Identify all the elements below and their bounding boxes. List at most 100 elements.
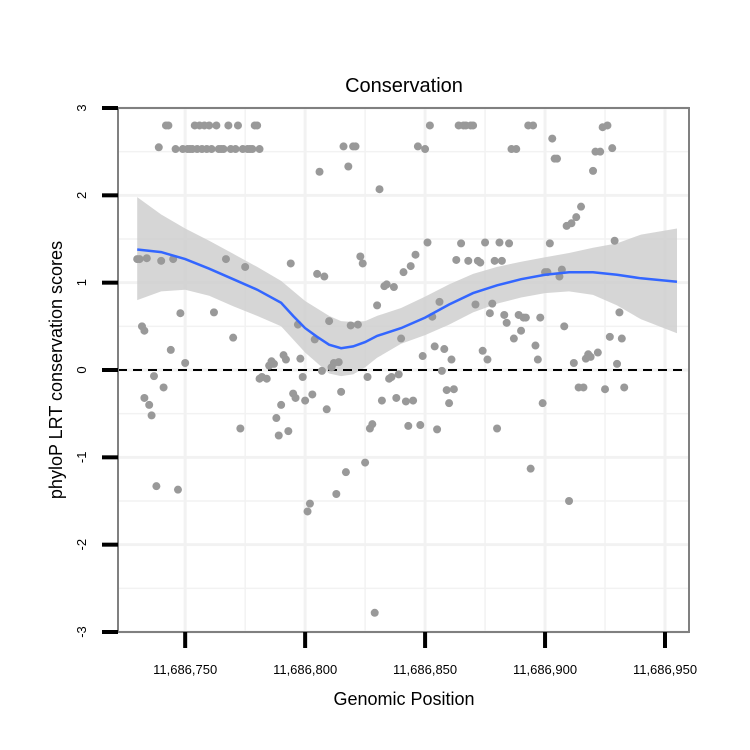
data-point xyxy=(548,134,557,143)
data-point xyxy=(620,383,629,392)
data-point xyxy=(269,359,278,368)
data-point xyxy=(337,387,346,396)
y-tick-label: 1 xyxy=(74,279,89,286)
data-point xyxy=(181,359,190,368)
data-point xyxy=(536,313,545,322)
data-point xyxy=(140,326,149,335)
data-point xyxy=(577,202,586,211)
data-point xyxy=(157,256,166,265)
data-point xyxy=(605,332,614,341)
data-point xyxy=(488,299,497,308)
data-point xyxy=(303,507,312,516)
data-point xyxy=(370,608,379,617)
data-point xyxy=(421,145,430,154)
data-point xyxy=(538,399,547,408)
data-point xyxy=(145,400,154,409)
data-point xyxy=(452,255,461,264)
data-point xyxy=(334,358,343,367)
data-point xyxy=(457,239,466,248)
data-point xyxy=(262,374,271,383)
data-point xyxy=(569,359,578,368)
data-point xyxy=(586,352,595,361)
data-point xyxy=(483,355,492,364)
data-point xyxy=(617,334,626,343)
data-point xyxy=(171,145,180,154)
data-point xyxy=(236,424,245,433)
data-point xyxy=(166,345,175,354)
data-point xyxy=(416,421,425,430)
data-point xyxy=(445,399,454,408)
data-point xyxy=(212,121,221,130)
data-point xyxy=(277,400,286,409)
data-point xyxy=(411,250,420,259)
data-point xyxy=(377,396,386,405)
data-point xyxy=(440,345,449,354)
data-point xyxy=(490,256,499,265)
data-point xyxy=(603,121,612,130)
data-point xyxy=(142,254,151,263)
x-axis-label: Genomic Position xyxy=(333,689,474,709)
chart-title: Conservation xyxy=(345,75,463,97)
data-point xyxy=(521,313,530,322)
data-point xyxy=(404,421,413,430)
data-point xyxy=(464,256,473,265)
data-point xyxy=(313,269,322,278)
data-point xyxy=(173,485,182,494)
data-point xyxy=(449,385,458,394)
data-point xyxy=(253,121,262,130)
data-point xyxy=(147,411,156,420)
data-point xyxy=(339,142,348,151)
data-point xyxy=(389,283,398,292)
data-point xyxy=(363,372,372,381)
data-point xyxy=(231,145,240,154)
data-point xyxy=(413,142,422,151)
x-tick-label: 11,686,850 xyxy=(393,662,457,677)
data-point xyxy=(358,259,367,268)
y-tick-label: 3 xyxy=(74,104,89,111)
data-point xyxy=(509,334,518,343)
data-point xyxy=(219,145,228,154)
data-point xyxy=(425,121,434,130)
data-point xyxy=(301,396,310,405)
y-tick-label: 0 xyxy=(74,366,89,373)
x-axis: 11,686,750 11,686,800 11,686,850 11,686,900… xyxy=(153,632,697,677)
data-point xyxy=(387,372,396,381)
data-point xyxy=(207,145,216,154)
x-tick-label: 11,686,800 xyxy=(273,662,337,677)
data-point xyxy=(567,219,576,228)
data-point xyxy=(209,308,218,317)
data-point xyxy=(593,348,602,357)
data-point xyxy=(382,280,391,289)
data-point xyxy=(356,252,365,261)
data-point xyxy=(423,238,432,247)
data-point xyxy=(296,354,305,363)
y-tick-label: 2 xyxy=(74,192,89,199)
data-point xyxy=(154,143,163,152)
data-point xyxy=(545,239,554,248)
data-point xyxy=(373,301,382,310)
data-point xyxy=(286,259,295,268)
data-point xyxy=(176,309,185,318)
data-point xyxy=(565,497,574,505)
data-point xyxy=(272,414,281,423)
data-point xyxy=(572,213,581,222)
data-point xyxy=(493,424,502,433)
data-point xyxy=(298,372,307,381)
data-point xyxy=(291,393,300,402)
data-point xyxy=(560,322,569,331)
data-point xyxy=(500,310,509,319)
data-point xyxy=(353,320,362,329)
data-point xyxy=(164,121,173,130)
data-point xyxy=(140,393,149,402)
data-point xyxy=(610,236,619,245)
data-point xyxy=(517,326,526,335)
data-point xyxy=(433,425,442,434)
data-point xyxy=(495,238,504,247)
data-point xyxy=(579,383,588,392)
data-point xyxy=(397,334,406,343)
data-point xyxy=(308,390,317,399)
data-point xyxy=(325,317,334,326)
data-point xyxy=(471,300,480,309)
data-point xyxy=(526,464,535,473)
